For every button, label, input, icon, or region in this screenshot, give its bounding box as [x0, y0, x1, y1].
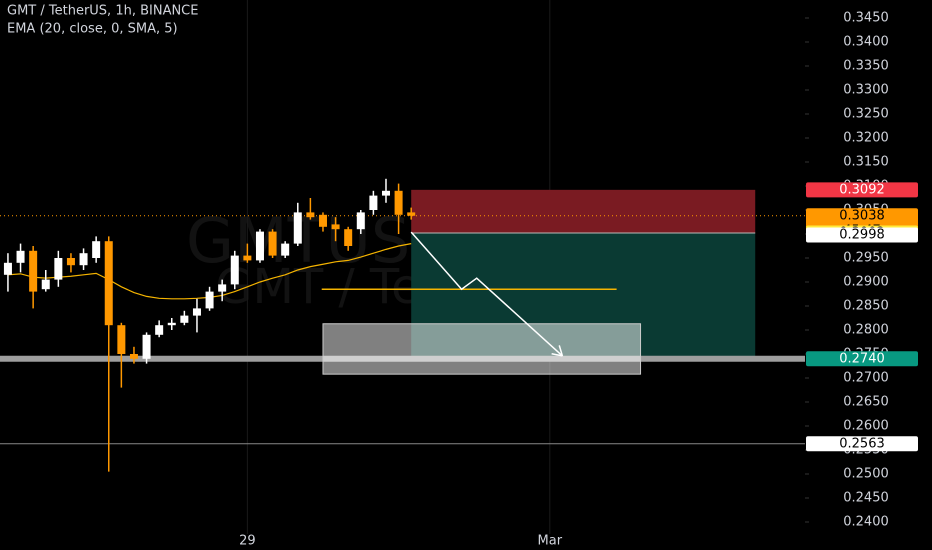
y-tick-label: 0.2850: [843, 299, 889, 314]
price-tag-label: 0.3038: [839, 208, 885, 223]
candle-body: [79, 253, 88, 266]
candle-body: [331, 224, 340, 230]
candle-body: [104, 241, 113, 326]
y-tick-label: 0.2700: [843, 371, 889, 386]
candle-body: [29, 250, 38, 292]
candle-body: [129, 354, 138, 359]
chart-title: GMT / TetherUS, 1h, BINANCE: [7, 4, 198, 19]
y-tick-label: 0.3250: [843, 107, 889, 122]
y-tick-label: 0.3200: [843, 131, 889, 146]
y-tick-label: 0.3350: [843, 59, 889, 74]
candle-body: [167, 322, 176, 326]
candle-body: [41, 279, 50, 290]
price-tag-label: 0.3092: [839, 182, 885, 197]
candle-body: [92, 241, 101, 258]
candle-body: [155, 325, 164, 335]
candle-body: [180, 315, 189, 323]
candle-body: [281, 243, 290, 256]
candle-body: [218, 284, 227, 292]
y-tick-label: 0.2950: [843, 251, 889, 266]
candle-body: [16, 250, 25, 263]
drawn-rectangle: [322, 323, 642, 375]
candle-body: [344, 229, 353, 246]
candle-body: [66, 258, 75, 266]
y-tick-label: 0.3300: [843, 83, 889, 98]
y-tick-label: 0.3400: [843, 35, 889, 50]
candle-body: [407, 212, 416, 216]
price-tag-label: 0.2998: [839, 227, 885, 242]
candle-body: [293, 212, 302, 244]
candle-body: [230, 255, 239, 285]
candle-body: [205, 291, 214, 309]
y-tick-label: 0.3150: [843, 155, 889, 170]
arrow-path: [410, 231, 563, 357]
candle-body: [3, 262, 12, 275]
candle-body: [394, 190, 403, 215]
candle-body: [306, 212, 315, 218]
stop-zone: [411, 189, 756, 234]
price-tag: [806, 351, 918, 367]
x-tick-label: Mar: [538, 534, 563, 549]
price-tag: [806, 436, 918, 452]
candle-body: [255, 231, 264, 261]
price-tag-label: 0.2563: [839, 436, 885, 451]
y-tick-label: 0.2600: [843, 419, 889, 434]
candle-body: [142, 334, 151, 359]
y-tick-label: 0.2500: [843, 467, 889, 482]
y-tick-label: 0.2800: [843, 323, 889, 338]
price-tag-label: 0.2740: [839, 351, 885, 366]
price-tag: [806, 182, 918, 198]
y-tick-label: 0.2650: [843, 395, 889, 410]
candle-body: [369, 195, 378, 210]
candle-body: [318, 214, 327, 227]
candle-body: [117, 325, 126, 354]
candle-body: [192, 308, 201, 316]
candle-body: [54, 258, 63, 280]
price-tag: [806, 227, 918, 243]
candle-body: [243, 255, 252, 261]
candle-body: [381, 190, 390, 196]
candle-body: [268, 231, 277, 256]
x-tick-label: 29: [239, 534, 256, 549]
y-tick-label: 0.2450: [843, 491, 889, 506]
indicator-label: EMA (20, close, 0, SMA, 5): [7, 22, 178, 37]
candle-body: [356, 212, 365, 230]
y-tick-label: 0.2400: [843, 515, 889, 530]
y-tick-label: 0.3450: [843, 11, 889, 26]
y-tick-label: 0.2900: [843, 275, 889, 290]
arrow-head: [551, 345, 564, 357]
